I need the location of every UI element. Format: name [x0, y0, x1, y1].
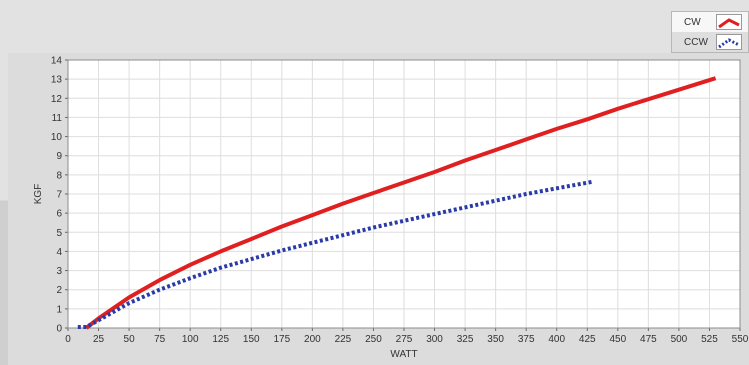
y-tick-label: 7: [56, 190, 62, 201]
x-tick-label: 375: [518, 334, 535, 345]
legend-item-cw[interactable]: CW: [672, 12, 748, 32]
legend[interactable]: CW CCW: [671, 11, 749, 53]
x-tick-label: 175: [273, 334, 290, 345]
x-tick-label: 425: [579, 334, 596, 345]
y-tick-label: 12: [51, 94, 63, 105]
x-tick-label: 225: [335, 334, 352, 345]
y-tick-label: 11: [52, 113, 63, 124]
series-lines: [77, 76, 717, 330]
x-tick-label: 450: [609, 334, 626, 345]
x-tick-label: 275: [396, 334, 413, 345]
y-tick-label: 5: [56, 228, 62, 239]
y-tick-label: 8: [56, 170, 62, 181]
x-tick-label: 50: [124, 334, 136, 345]
y-tick-label: 3: [56, 266, 62, 277]
x-axis-label: WATT: [390, 349, 417, 360]
x-tick-label: 400: [548, 334, 565, 345]
x-tick-label: 325: [457, 334, 474, 345]
series-line-ccw: [77, 179, 594, 329]
x-tick-labels: 0 25 50 75 100 125 150 175 200 225 250 275 300 325 350…: [65, 334, 749, 345]
y-tick-label: 1: [56, 304, 62, 315]
series-line-cw: [85, 76, 717, 330]
x-tick-label: 300: [426, 334, 443, 345]
x-tick-label: 25: [93, 334, 105, 345]
grid-lines: [67, 59, 741, 329]
y-tick-label: 13: [51, 75, 63, 86]
y-tick-label: 10: [51, 132, 63, 143]
x-tick-label: 100: [182, 334, 199, 345]
x-tick-label: 150: [243, 334, 260, 345]
y-tick-label: 6: [56, 209, 62, 220]
x-tick-label: 0: [65, 334, 71, 345]
y-tick-label: 2: [56, 285, 62, 296]
legend-item-ccw[interactable]: CCW: [672, 32, 748, 52]
x-tick-label: 200: [304, 334, 321, 345]
x-tick-label: 475: [640, 334, 657, 345]
x-tick-label: 350: [487, 334, 504, 345]
y-tick-label: 4: [56, 247, 62, 258]
y-tick-label: 9: [56, 151, 62, 162]
y-tick-label: 0: [56, 324, 62, 335]
x-tick-label: 250: [365, 334, 382, 345]
x-tick-label: 550: [732, 334, 749, 345]
y-tick-label: 14: [51, 56, 63, 67]
legend-label-ccw: CCW: [684, 36, 708, 48]
legend-label-cw: CW: [684, 16, 701, 28]
x-tick-label: 500: [671, 334, 688, 345]
y-axis-label: KGF: [33, 184, 44, 205]
cw-line-swatch-icon[interactable]: [716, 14, 742, 30]
ccw-line-swatch-icon[interactable]: [716, 34, 742, 50]
x-tick-label: 75: [154, 334, 166, 345]
x-tick-label: 125: [212, 334, 229, 345]
x-tick-label: 525: [701, 334, 718, 345]
axes: [65, 59, 741, 331]
plot-border: [67, 59, 741, 329]
